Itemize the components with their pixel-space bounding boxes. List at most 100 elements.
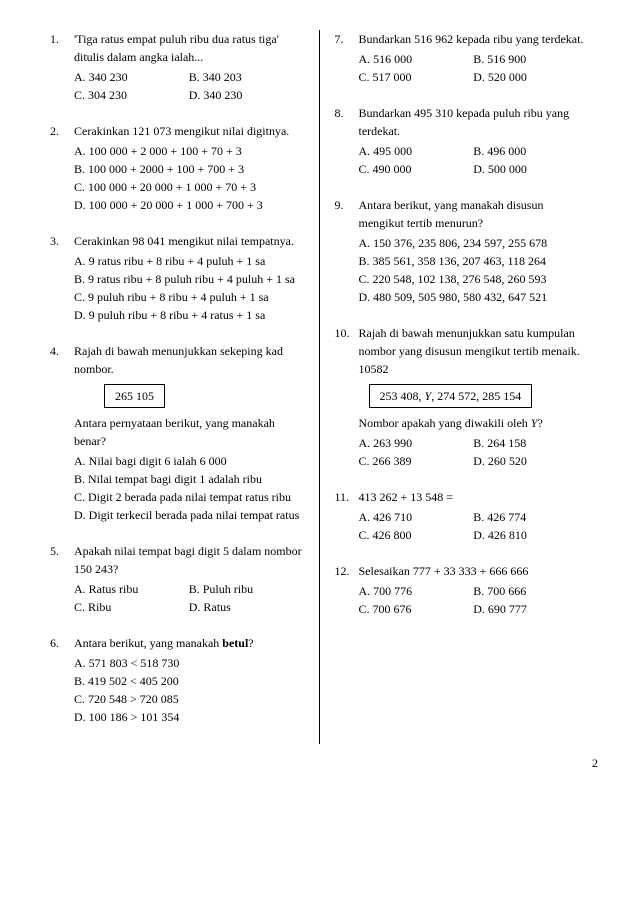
question: 12.Selesaikan 777 + 33 333 + 666 666 A. 7…: [335, 562, 589, 618]
answer-option: B. 9 ratus ribu + 8 puluh ribu + 4 puluh…: [74, 270, 304, 288]
answer-option: A. 150 376, 235 806, 234 597, 255 678: [359, 234, 589, 252]
question-text: Rajah di bawah menunjukkan sekeping kad …: [74, 342, 304, 378]
answer-option: B. 419 502 < 405 200: [74, 672, 304, 690]
page-number: 2: [40, 754, 598, 772]
answer-option: A. 495 000: [359, 142, 474, 160]
left-column: 1.'Tiga ratus empat puluh ribu dua ratus…: [40, 30, 320, 744]
question: 1.'Tiga ratus empat puluh ribu dua ratus…: [50, 30, 304, 104]
answer-option: D. 500 000: [473, 160, 588, 178]
answer-option: C. 700 676: [359, 600, 474, 618]
options-container: A. 150 376, 235 806, 234 597, 255 678B. …: [359, 234, 589, 306]
options-container: A. Nilai bagi digit 6 ialah 6 000B. Nila…: [74, 452, 304, 524]
answer-option: D. 520 000: [473, 68, 588, 86]
options-container: A. Ratus ribuB. Puluh ribuC. RibuD. Ratu…: [74, 580, 304, 616]
answer-option: C. Digit 2 berada pada nilai tempat ratu…: [74, 488, 304, 506]
question-text: Rajah di bawah menunjukkan satu kumpulan…: [359, 324, 589, 378]
question: 9.Antara berikut, yang manakah disusun m…: [335, 196, 589, 306]
answer-option: A. 426 710: [359, 508, 474, 526]
answer-option: C. 490 000: [359, 160, 474, 178]
question-body: Rajah di bawah menunjukkan satu kumpulan…: [359, 324, 589, 470]
question-text: Cerakinkan 98 041 mengikut nilai tempatn…: [74, 232, 304, 250]
answer-option: B. 100 000 + 2000 + 100 + 700 + 3: [74, 160, 304, 178]
answer-option: D. 260 520: [473, 452, 588, 470]
options-container: A. 700 776B. 700 666C. 700 676D. 690 777: [359, 582, 589, 618]
question-body: Selesaikan 777 + 33 333 + 666 666 A. 700 …: [359, 562, 589, 618]
answer-option: C. 517 000: [359, 68, 474, 86]
question-body: Bundarkan 495 310 kepada puluh ribu yang…: [359, 104, 589, 178]
question-body: Cerakinkan 121 073 mengikut nilai digitn…: [74, 122, 304, 214]
question-number: 9.: [335, 196, 359, 306]
answer-option: D. 9 puluh ribu + 8 ribu + 4 ratus + 1 s…: [74, 306, 304, 324]
question: 5.Apakah nilai tempat bagi digit 5 dalam…: [50, 542, 304, 616]
answer-option: D. 690 777: [473, 600, 588, 618]
answer-option: C. 720 548 > 720 085: [74, 690, 304, 708]
right-column: 7.Bundarkan 516 962 kepada ribu yang ter…: [320, 30, 599, 744]
answer-option: A. 9 ratus ribu + 8 ribu + 4 puluh + 1 s…: [74, 252, 304, 270]
answer-option: B. 700 666: [473, 582, 588, 600]
answer-option: A. 263 990: [359, 434, 474, 452]
answer-option: A. 571 803 < 518 730: [74, 654, 304, 672]
options-container: A. 9 ratus ribu + 8 ribu + 4 puluh + 1 s…: [74, 252, 304, 324]
answer-option: D. Ratus: [189, 598, 304, 616]
options-container: A. 516 000B. 516 900C. 517 000D. 520 000: [359, 50, 589, 86]
question-body: Rajah di bawah menunjukkan sekeping kad …: [74, 342, 304, 524]
answer-option: D. 100 186 > 101 354: [74, 708, 304, 726]
question-text-secondary: Antara pernyataan berikut, yang manakah …: [74, 414, 304, 450]
answer-option: B. 516 900: [473, 50, 588, 68]
question-number: 3.: [50, 232, 74, 324]
question-number: 6.: [50, 634, 74, 726]
answer-option: A. 340 230: [74, 68, 189, 86]
answer-option: D. 340 230: [189, 86, 304, 104]
question-body: Antara berikut, yang manakah betul?A. 57…: [74, 634, 304, 726]
answer-option: C. 426 800: [359, 526, 474, 544]
question-text: Cerakinkan 121 073 mengikut nilai digitn…: [74, 122, 304, 140]
answer-option: D. Digit terkecil berada pada nilai temp…: [74, 506, 304, 524]
options-container: A. 263 990B. 264 158C. 266 389D. 260 520: [359, 434, 589, 470]
number-sequence-box: 253 408, Y, 274 572, 285 154: [369, 384, 533, 408]
question-number: 11.: [335, 488, 359, 544]
options-container: A. 495 000B. 496 000C. 490 000D. 500 000: [359, 142, 589, 178]
options-container: A. 100 000 + 2 000 + 100 + 70 + 3B. 100 …: [74, 142, 304, 214]
question-text: Bundarkan 516 962 kepada ribu yang terde…: [359, 30, 589, 48]
question-number: 7.: [335, 30, 359, 86]
question-body: Antara berikut, yang manakah disusun men…: [359, 196, 589, 306]
answer-option: C. 304 230: [74, 86, 189, 104]
question-body: Cerakinkan 98 041 mengikut nilai tempatn…: [74, 232, 304, 324]
question: 6.Antara berikut, yang manakah betul?A. …: [50, 634, 304, 726]
question-number: 4.: [50, 342, 74, 524]
question-number: 10.: [335, 324, 359, 470]
question: 8.Bundarkan 495 310 kepada puluh ribu ya…: [335, 104, 589, 178]
question-body: Apakah nilai tempat bagi digit 5 dalam n…: [74, 542, 304, 616]
question-text: Apakah nilai tempat bagi digit 5 dalam n…: [74, 542, 304, 578]
question-body: Bundarkan 516 962 kepada ribu yang terde…: [359, 30, 589, 86]
answer-option: B. 385 561, 358 136, 207 463, 118 264: [359, 252, 589, 270]
answer-option: C. 100 000 + 20 000 + 1 000 + 70 + 3: [74, 178, 304, 196]
question-number: 12.: [335, 562, 359, 618]
question-text: 413 262 + 13 548 =: [359, 488, 589, 506]
answer-option: C. 220 548, 102 138, 276 548, 260 593: [359, 270, 589, 288]
question-body: 'Tiga ratus empat puluh ribu dua ratus t…: [74, 30, 304, 104]
page-container: 1.'Tiga ratus empat puluh ribu dua ratus…: [40, 30, 598, 744]
question: 11.413 262 + 13 548 = A. 426 710B. 426 77…: [335, 488, 589, 544]
options-container: A. 571 803 < 518 730B. 419 502 < 405 200…: [74, 654, 304, 726]
answer-option: B. 264 158: [473, 434, 588, 452]
question-text-secondary: Nombor apakah yang diwakili oleh Y?: [359, 414, 589, 432]
answer-option: D. 480 509, 505 980, 580 432, 647 521: [359, 288, 589, 306]
answer-option: A. Nilai bagi digit 6 ialah 6 000: [74, 452, 304, 470]
question-number: 8.: [335, 104, 359, 178]
question: 4.Rajah di bawah menunjukkan sekeping ka…: [50, 342, 304, 524]
question-text: Selesaikan 777 + 33 333 + 666 666: [359, 562, 589, 580]
answer-option: A. 100 000 + 2 000 + 100 + 70 + 3: [74, 142, 304, 160]
question-number: 5.: [50, 542, 74, 616]
answer-option: B. 426 774: [473, 508, 588, 526]
answer-option: C. 266 389: [359, 452, 474, 470]
question-body: 413 262 + 13 548 = A. 426 710B. 426 774C.…: [359, 488, 589, 544]
answer-option: A. Ratus ribu: [74, 580, 189, 598]
question: 2.Cerakinkan 121 073 mengikut nilai digi…: [50, 122, 304, 214]
question-text: Bundarkan 495 310 kepada puluh ribu yang…: [359, 104, 589, 140]
question-number: 1.: [50, 30, 74, 104]
question-number: 2.: [50, 122, 74, 214]
question-text: 'Tiga ratus empat puluh ribu dua ratus t…: [74, 30, 304, 66]
question-text: Antara berikut, yang manakah disusun men…: [359, 196, 589, 232]
answer-option: C. Ribu: [74, 598, 189, 616]
